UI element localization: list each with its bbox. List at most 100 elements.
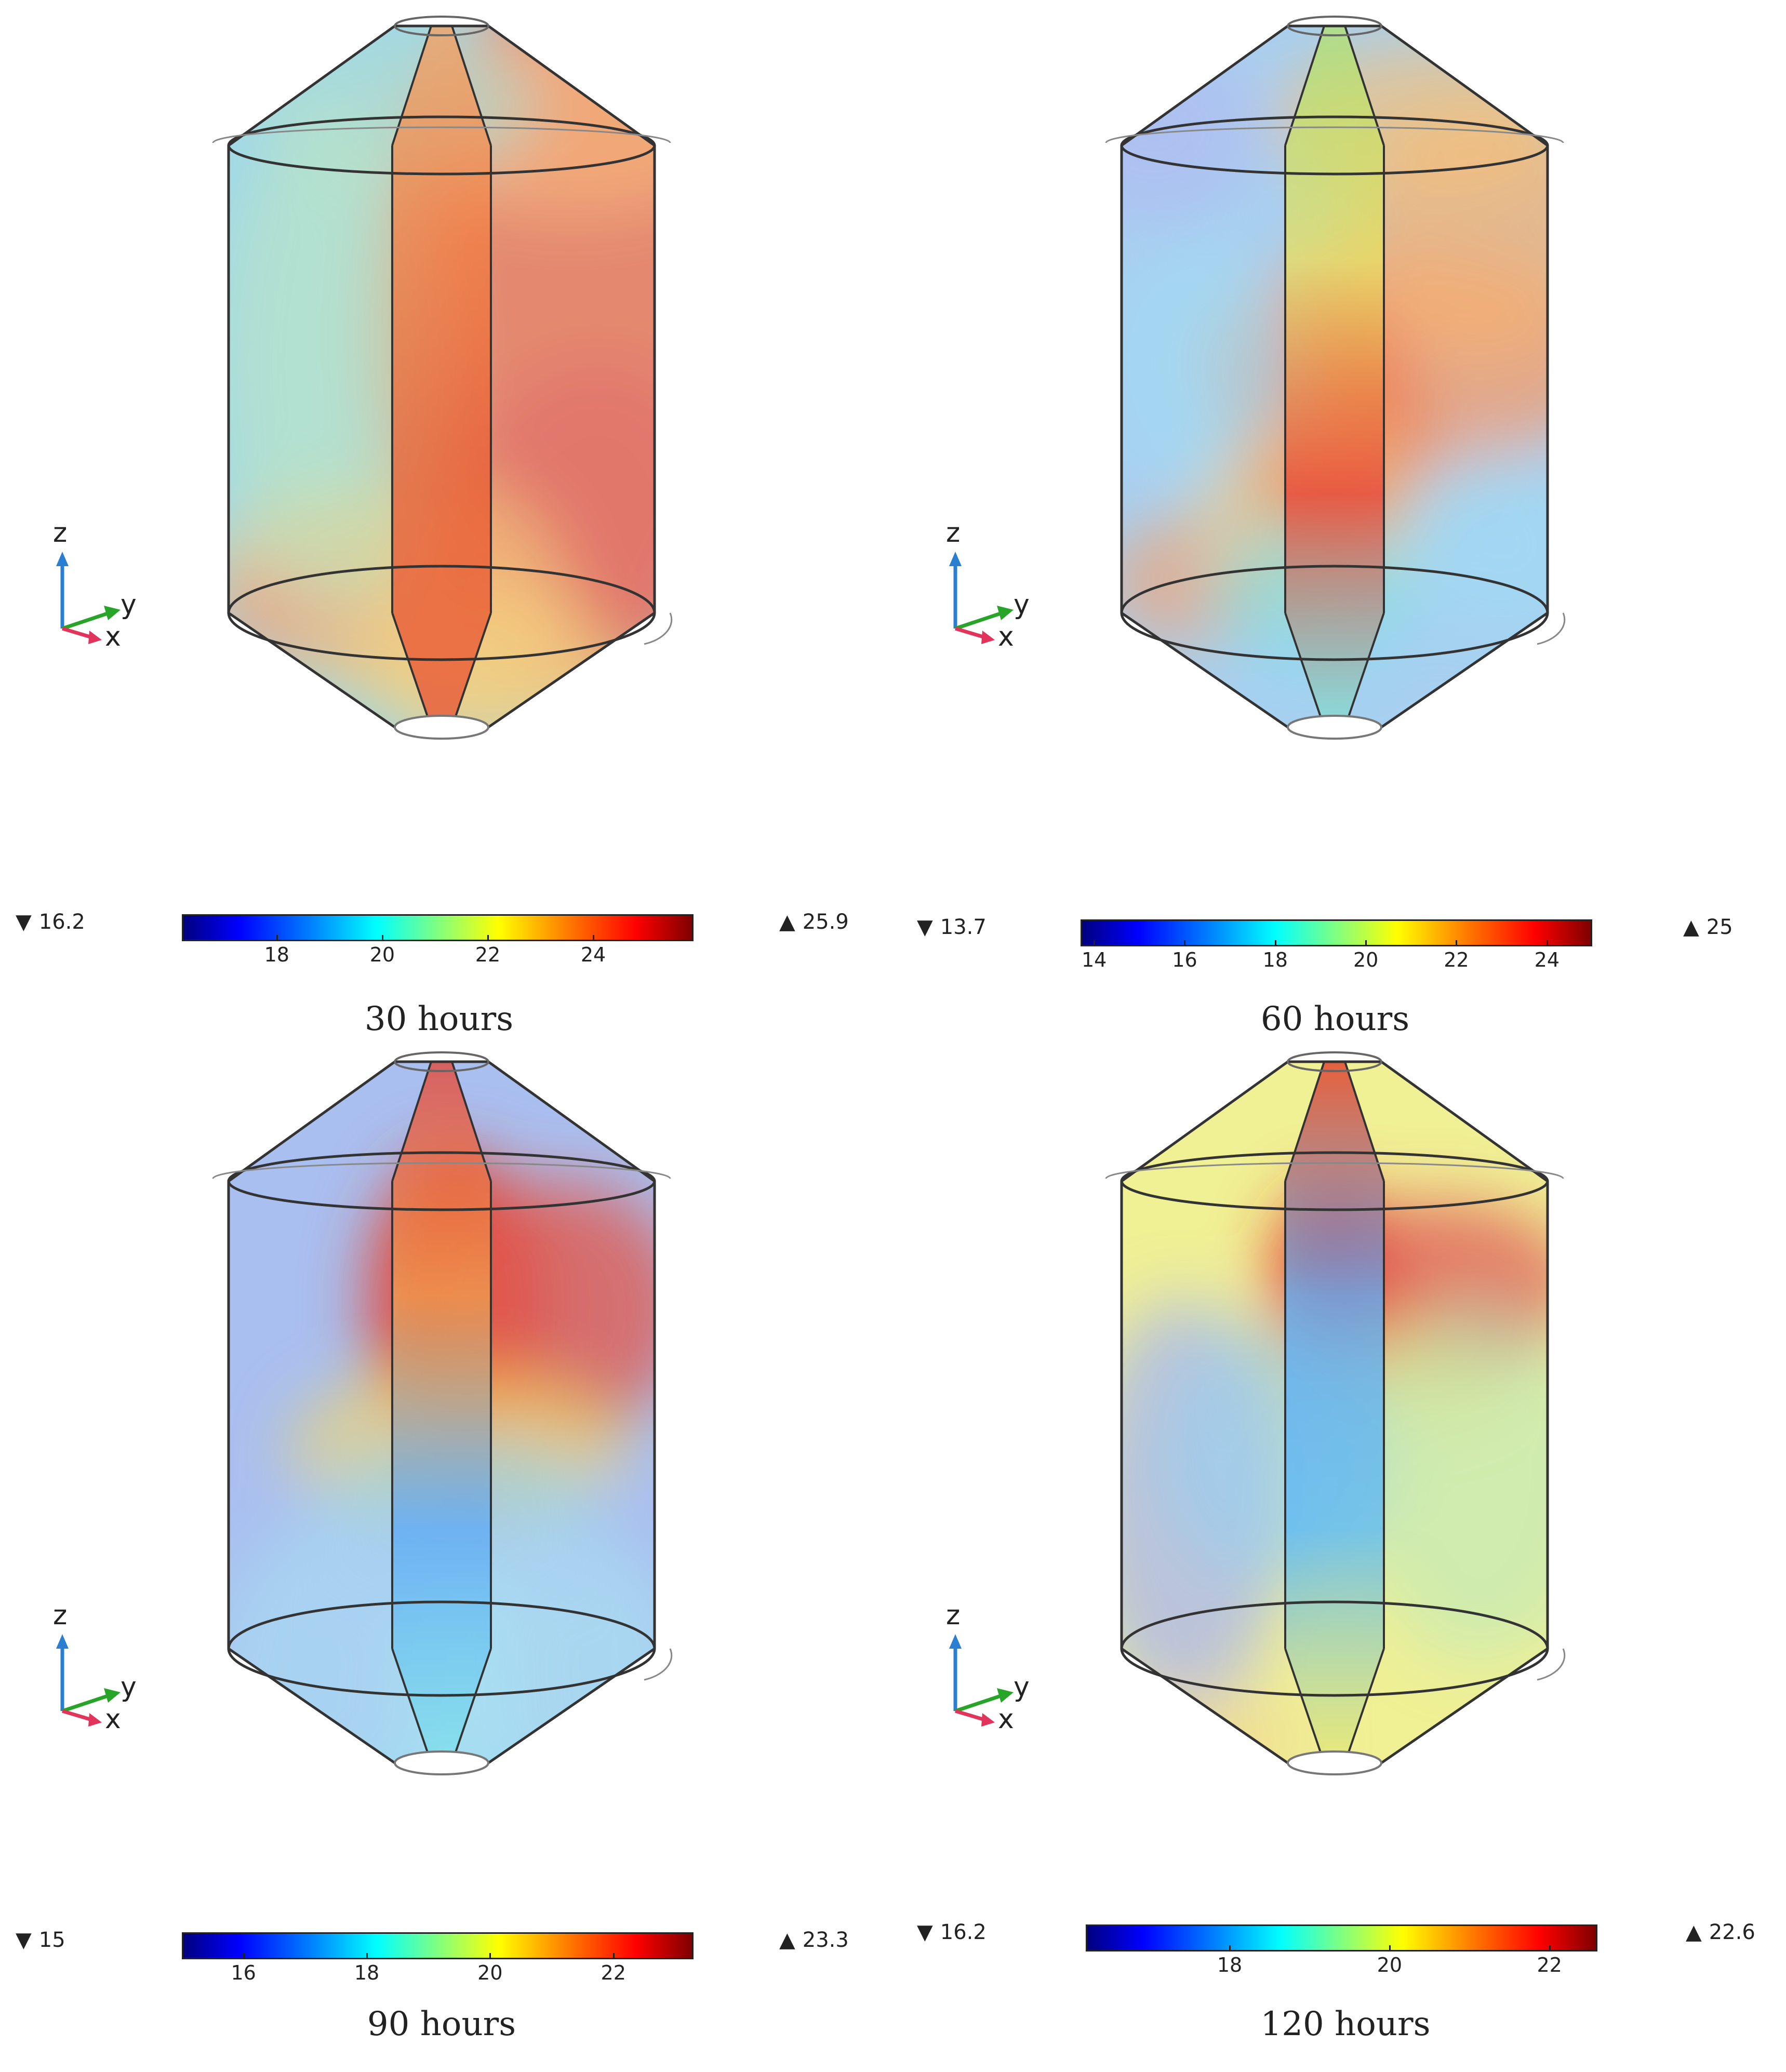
colorbar <box>1081 919 1592 946</box>
z-axis-label: z <box>946 1600 961 1631</box>
colorbar-tick-mark <box>366 1953 368 1959</box>
temperature-region <box>1397 452 1548 639</box>
colorbar-tick-label: 14 <box>1081 948 1107 971</box>
down-triangle-icon: ▼ <box>917 915 933 939</box>
colorbar-tick-label: 24 <box>1534 948 1560 971</box>
outer-top-rim <box>212 1162 671 1179</box>
panel-caption: 60 hours <box>1260 1000 1410 1038</box>
colorbar-tick-label: 20 <box>369 943 395 966</box>
max-value: 25.9 <box>802 910 849 934</box>
silo-panel: z y x 14 16 18 20 22 24 ▼ 13.7 ▲ 25 60 hours <box>893 0 1786 1038</box>
bottom-opening <box>394 1750 489 1775</box>
colorbar <box>1086 1924 1597 1951</box>
max-value-label: ▲ 22.6 <box>1686 1920 1755 1944</box>
colorbar-tick-mark <box>1549 1945 1551 1951</box>
colorbar-tick-label: 22 <box>475 943 501 966</box>
colorbar-tick-mark <box>487 935 489 941</box>
min-value: 16.2 <box>38 910 85 934</box>
cut-plane-edges <box>391 1061 492 1763</box>
down-triangle-icon: ▼ <box>16 1928 32 1952</box>
colorbar-tick-label: 20 <box>1353 948 1379 971</box>
panel-caption: 30 hours <box>364 1000 514 1038</box>
temperature-region <box>229 104 447 623</box>
min-value: 13.7 <box>940 915 987 939</box>
colorbar-tick-label: 16 <box>231 1961 256 1984</box>
silo-temperature-render <box>212 16 673 740</box>
colorbar-tick-mark <box>1229 1945 1231 1951</box>
bottom-ring <box>227 1600 656 1697</box>
max-value: 25 <box>1706 915 1733 939</box>
cut-plane-edges <box>391 25 492 728</box>
top-opening <box>1287 16 1383 36</box>
colorbar-tick-mark <box>381 935 383 941</box>
top-ring <box>1120 1151 1549 1211</box>
colorbar-tick-mark <box>489 1953 491 1959</box>
axis-arrows-icon <box>56 1634 121 1727</box>
center-cut-plane <box>392 26 491 727</box>
bottom-ring <box>227 565 656 661</box>
max-value: 23.3 <box>802 1928 849 1952</box>
panel-caption: 120 hours <box>1260 2005 1431 2043</box>
min-value: 15 <box>38 1928 65 1952</box>
colorbar-tick-label: 18 <box>1217 1954 1243 1976</box>
top-opening <box>394 16 490 36</box>
y-axis-label: y <box>121 589 137 620</box>
bottom-ring <box>1120 1600 1549 1697</box>
min-value-label: ▼ 16.2 <box>16 910 85 934</box>
panel-caption: 90 hours <box>367 2005 516 2043</box>
colorbar-tick-mark <box>276 935 278 941</box>
colorbar-tick-label: 22 <box>601 1961 626 1984</box>
colorbar-tick-mark <box>243 1953 245 1959</box>
up-triangle-icon: ▲ <box>779 1928 795 1952</box>
colorbar-tick-mark <box>1184 940 1186 946</box>
colorbar <box>182 1932 694 1959</box>
min-value-label: ▼ 15 <box>16 1928 65 1952</box>
outer-bottom-rim <box>1537 612 1566 645</box>
top-ring <box>227 115 656 176</box>
colorbar-tick-mark <box>593 935 595 941</box>
colorbar-tick-label: 18 <box>354 1961 380 1984</box>
silo-temperature-render <box>212 1051 673 1775</box>
up-triangle-icon: ▲ <box>1686 1920 1702 1944</box>
outer-bottom-rim <box>1537 1648 1566 1681</box>
up-triangle-icon: ▲ <box>1683 915 1699 939</box>
colorbar-tick-mark <box>1456 940 1458 946</box>
max-value: 22.6 <box>1709 1920 1755 1944</box>
silo-panel: z y x 16 18 20 22 ▼ 15 ▲ 23.3 90 hours <box>0 1036 893 2071</box>
bottom-opening <box>1287 1750 1382 1775</box>
colorbar-tick-label: 18 <box>264 943 289 966</box>
z-axis-label: z <box>946 517 961 549</box>
top-ring <box>227 1151 656 1211</box>
colorbar-tick-mark <box>1389 1945 1391 1951</box>
center-cut-plane <box>1285 1062 1384 1763</box>
down-triangle-icon: ▼ <box>16 910 32 934</box>
silo-temperature-render <box>1105 16 1566 740</box>
axis-arrows-icon <box>949 1634 1014 1727</box>
colorbar-tick-mark <box>1094 940 1096 946</box>
colorbar-tick-mark <box>1365 940 1367 946</box>
colorbar-tick-label: 20 <box>1377 1954 1403 1976</box>
down-triangle-icon: ▼ <box>917 1920 933 1944</box>
max-value-label: ▲ 25 <box>1683 915 1733 939</box>
min-value-label: ▼ 16.2 <box>917 1920 987 1944</box>
x-axis-label: x <box>998 621 1014 652</box>
cut-plane-edges <box>1284 1061 1385 1763</box>
z-axis-label: z <box>53 517 68 549</box>
y-axis-label: y <box>1014 1672 1030 1703</box>
colorbar-tick-label: 20 <box>477 1961 503 1984</box>
temperature-region <box>1356 1299 1548 1662</box>
y-axis-label: y <box>1014 589 1030 620</box>
colorbar-tick-label: 24 <box>580 943 606 966</box>
z-axis-label: z <box>53 1600 68 1631</box>
top-opening <box>1287 1051 1383 1072</box>
temperature-region <box>1122 244 1304 483</box>
x-axis-label: x <box>105 1704 121 1735</box>
silo-temperature-render <box>1105 1051 1566 1775</box>
min-value: 16.2 <box>940 1920 987 1944</box>
bottom-opening <box>394 715 489 740</box>
silo-panel: z y x 18 20 22 ▼ 16.2 ▲ 22.6 120 hours <box>893 1036 1786 2071</box>
